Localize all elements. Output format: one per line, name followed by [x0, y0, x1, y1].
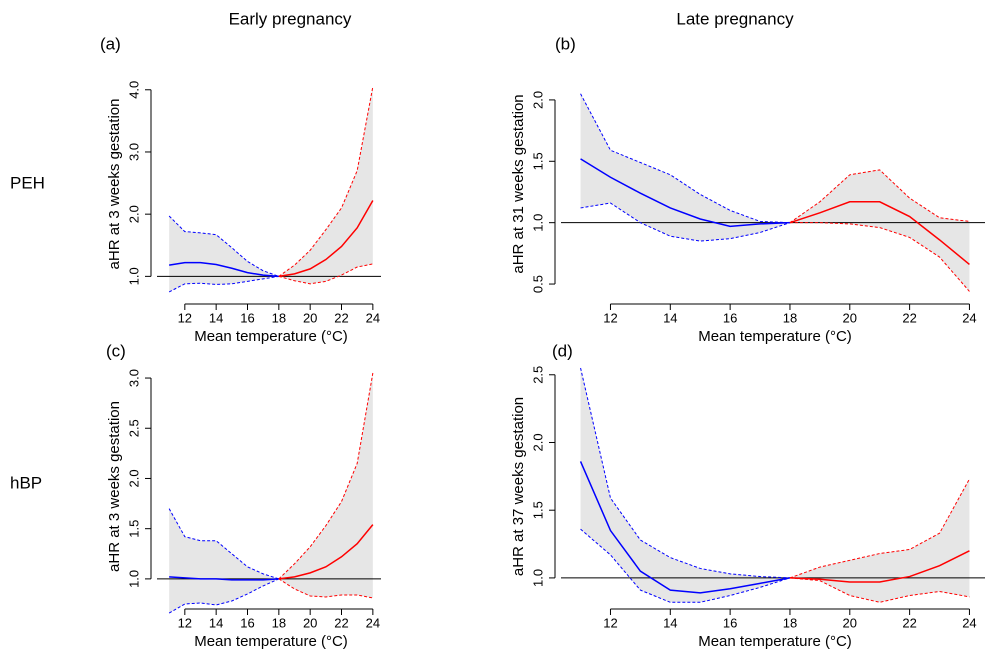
ci-band: [169, 373, 373, 614]
column-header: Early pregnancy: [229, 9, 352, 28]
x-tick-label: 14: [663, 615, 677, 630]
x-tick-label: 16: [723, 310, 737, 325]
panel-label: (c): [106, 341, 126, 360]
x-axis-label: Mean temperature (°C): [194, 633, 348, 650]
y-tick-label: 1.0: [530, 569, 545, 587]
y-tick-label: 2.0: [530, 433, 545, 451]
estimate-line: [278, 200, 374, 278]
ci-lower-line: [789, 577, 970, 603]
x-tick-label: 14: [209, 310, 223, 325]
y-tick-label: 1.0: [126, 267, 141, 285]
column-header: Late pregnancy: [676, 9, 794, 28]
x-axis-label: Mean temperature (°C): [194, 328, 348, 345]
estimate-line: [169, 576, 279, 581]
ci-lower-line: [580, 528, 791, 603]
x-tick-label: 20: [303, 615, 317, 630]
y-tick-label: 2.5: [530, 366, 545, 384]
x-tick-label: 24: [366, 310, 380, 325]
row-label: hBP: [10, 473, 42, 492]
x-axis-label: Mean temperature (°C): [698, 633, 852, 650]
panel-label: (a): [100, 34, 121, 53]
y-tick-label: 1.0: [126, 570, 141, 588]
y-axis-label: aHR at 3 weeks gestation: [106, 401, 123, 572]
y-tick-label: 1.5: [530, 152, 545, 170]
x-tick-label: 14: [209, 615, 223, 630]
y-axis-label: aHR at 3 weeks gestation: [106, 99, 123, 270]
y-axis-label: aHR at 37 weeks gestation: [510, 397, 527, 576]
x-tick-label: 16: [723, 615, 737, 630]
ci-upper-line: [789, 478, 970, 579]
y-tick-label: 3.0: [126, 143, 141, 161]
ci-lower-line: [580, 202, 791, 242]
y-tick-label: 1.5: [126, 520, 141, 538]
ci-upper-line: [278, 372, 374, 580]
x-tick-label: 18: [783, 615, 797, 630]
ci-upper-line: [580, 367, 790, 579]
y-tick-label: 2.0: [126, 205, 141, 223]
x-tick-label: 24: [962, 310, 976, 325]
panel-label: (d): [552, 341, 573, 360]
x-tick-label: 18: [272, 310, 286, 325]
x-tick-label: 18: [783, 310, 797, 325]
x-tick-label: 20: [303, 310, 317, 325]
y-tick-label: 4.0: [126, 81, 141, 99]
y-tick-label: 2.0: [530, 91, 545, 109]
x-tick-label: 24: [366, 615, 380, 630]
x-tick-label: 12: [178, 615, 192, 630]
panel-label: (b): [555, 34, 576, 53]
estimate-line: [580, 158, 790, 228]
ci-band: [580, 93, 970, 292]
x-tick-label: 24: [962, 615, 976, 630]
x-tick-label: 22: [334, 615, 348, 630]
y-tick-label: 2.0: [126, 469, 141, 487]
x-tick-label: 22: [902, 310, 916, 325]
y-tick-label: 1.5: [530, 501, 545, 519]
estimate-line: [789, 550, 970, 583]
x-tick-label: 12: [603, 615, 617, 630]
estimate-line: [169, 261, 279, 278]
estimate-line: [789, 201, 970, 265]
ci-upper-line: [278, 86, 374, 277]
y-tick-label: 0.5: [530, 275, 545, 293]
x-tick-label: 20: [843, 615, 857, 630]
x-tick-label: 18: [272, 615, 286, 630]
ci-lower-line: [789, 222, 970, 292]
x-tick-label: 16: [240, 310, 254, 325]
ci-band: [169, 86, 373, 292]
x-axis-label: Mean temperature (°C): [698, 328, 852, 345]
x-tick-label: 12: [178, 310, 192, 325]
estimate-line: [579, 461, 791, 594]
x-tick-label: 22: [334, 310, 348, 325]
ci-lower-line: [278, 578, 373, 599]
ci-lower-line: [278, 263, 373, 285]
ci-lower-line: [168, 578, 280, 614]
y-axis-label: aHR at 31 weeks gestation: [510, 94, 527, 273]
x-tick-label: 20: [843, 310, 857, 325]
ci-upper-line: [789, 169, 970, 224]
x-tick-label: 22: [902, 615, 916, 630]
x-tick-label: 14: [663, 310, 677, 325]
ci-upper-line: [580, 93, 790, 224]
estimate-line: [278, 524, 374, 580]
ci-lower-line: [168, 275, 279, 293]
row-label: PEH: [10, 173, 45, 192]
x-tick-label: 16: [240, 615, 254, 630]
y-tick-label: 3.0: [126, 369, 141, 387]
ci-band: [580, 368, 970, 603]
x-tick-label: 12: [603, 310, 617, 325]
y-tick-label: 1.0: [530, 214, 545, 232]
y-tick-label: 2.5: [126, 419, 141, 437]
